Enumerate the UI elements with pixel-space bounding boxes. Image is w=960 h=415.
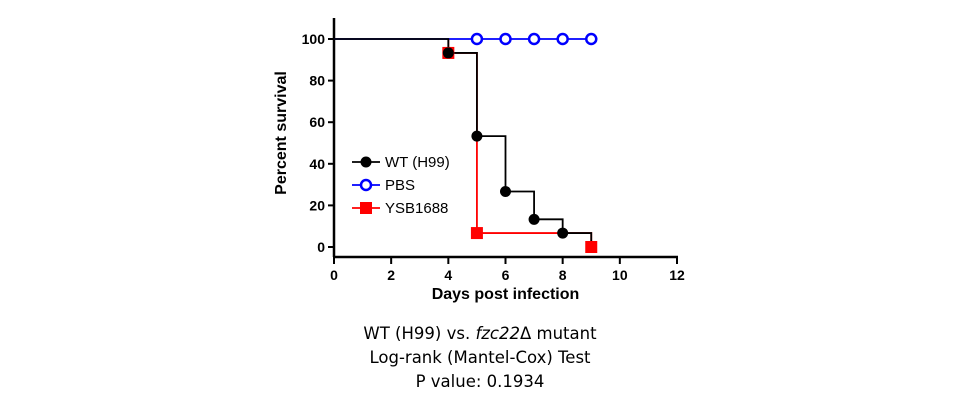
legend-item-pbs: PBS	[352, 177, 415, 194]
y-tick-label: 60	[309, 114, 325, 130]
x-tick-label: 8	[559, 267, 567, 283]
x-axis-title: Days post infection	[432, 286, 580, 303]
wt-h99-point	[471, 130, 483, 142]
axes: 0 20 40 60 80 100 0 2 4 6 8 10 12	[302, 18, 685, 283]
pbs-point	[499, 32, 512, 46]
legend-marker-ysb1688	[360, 202, 372, 214]
series-wt-h99	[334, 38, 593, 247]
legend-item-ysb1688: YSB1688	[352, 200, 448, 217]
ysb1688-point	[470, 227, 483, 240]
x-tick-label: 2	[387, 267, 395, 283]
x-tick-label: 10	[612, 267, 628, 283]
series-layer	[334, 32, 598, 253]
pbs-point	[585, 32, 598, 46]
legend-label-ysb1688: YSB1688	[385, 200, 448, 217]
y-axis-title: Percent survival	[273, 71, 290, 195]
caption-gene-name: fzc22	[475, 324, 520, 343]
wt-h99-point	[500, 185, 511, 197]
pbs-point	[556, 32, 569, 46]
y-tick-label: 40	[309, 156, 325, 172]
ysb1688-point	[585, 241, 598, 253]
y-tick-label: 0	[317, 239, 325, 255]
x-tick-label: 4	[444, 267, 452, 283]
legend: WT (H99) PBS YSB1688	[352, 154, 450, 217]
series-markers-ysb1688	[442, 46, 598, 253]
x-tick-label: 12	[669, 267, 685, 283]
caption-p-value: P value: 0.1934	[415, 372, 545, 391]
caption-comparison-prefix: WT (H99) vs.	[363, 324, 476, 343]
pbs-point	[527, 32, 541, 46]
legend-item-wt-h99: WT (H99)	[352, 154, 450, 171]
legend-label-pbs: PBS	[385, 177, 415, 194]
legend-label-wt-h99: WT (H99)	[385, 154, 450, 171]
y-tick-label: 100	[302, 31, 326, 47]
x-tick-label: 0	[330, 267, 338, 283]
y-tick-label: 20	[309, 197, 325, 213]
series-markers-wt-h99	[442, 47, 569, 239]
series-line-wt-h99	[334, 38, 593, 247]
series-markers-pbs	[470, 32, 598, 46]
legend-marker-wt-h99	[360, 156, 372, 168]
caption-test-name: Log-rank (Mantel-Cox) Test	[369, 348, 591, 367]
series-line-ysb1688	[447, 39, 593, 247]
legend-marker-pbs	[359, 178, 373, 192]
caption-comparison-suffix: Δ mutant	[519, 324, 597, 343]
y-tick-label: 80	[309, 73, 325, 89]
pbs-point	[470, 32, 484, 46]
wt-h99-point	[528, 213, 540, 225]
caption: WT (H99) vs. fzc22Δ mutant Log-rank (Man…	[0, 322, 960, 394]
caption-line-1: WT (H99) vs. fzc22Δ mutant	[0, 322, 960, 346]
x-tick-label: 6	[502, 267, 510, 283]
wt-h99-point	[557, 227, 569, 239]
wt-h99-point	[442, 47, 454, 59]
series-ysb1688	[447, 39, 593, 247]
